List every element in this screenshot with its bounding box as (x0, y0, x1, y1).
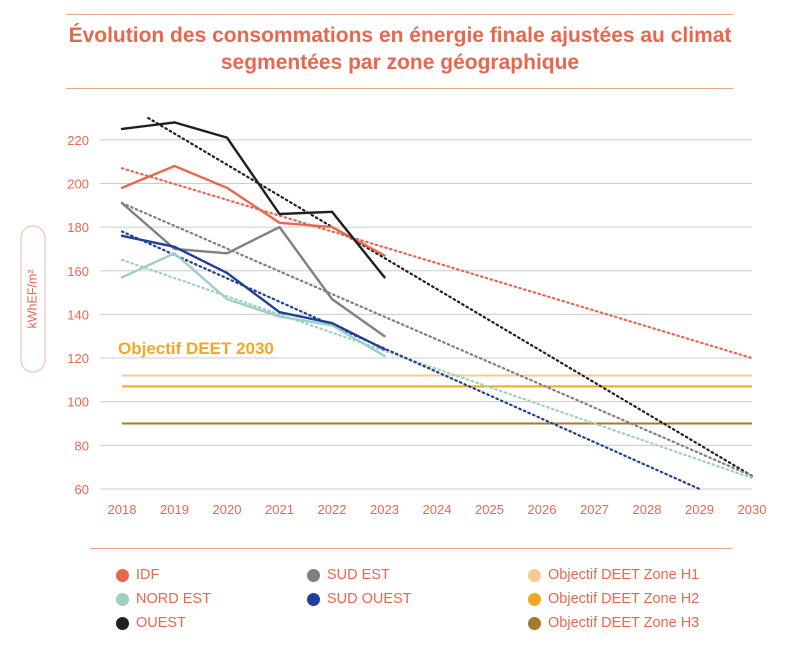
y-tick-label-200: 200 (67, 176, 89, 191)
legend-label-objectif-h3: Objectif DEET Zone H3 (548, 615, 700, 631)
x-tick-label-2023: 2023 (370, 502, 399, 517)
y-tick-label-160: 160 (67, 264, 89, 279)
legend-swatch-ouest (116, 616, 129, 630)
legend-item-ouest[interactable]: OUEST (116, 613, 186, 633)
legend-item-sud-est[interactable]: SUD EST (307, 565, 390, 585)
legend-label-ouest: OUEST (136, 615, 186, 631)
y-axis-label-box: kWhEF/m² (20, 225, 46, 373)
trend-line-idf (120, 167, 754, 360)
y-tick-label-220: 220 (67, 133, 89, 148)
legend-swatch-objectif-h1 (528, 568, 541, 582)
title-rule (66, 88, 733, 89)
y-tick-label-120: 120 (67, 351, 89, 366)
series-line-sud-est (120, 201, 386, 338)
legend: IDF NORD EST OUEST SUD EST SUD OUEST Obj… (114, 563, 754, 643)
x-tick-label-2026: 2026 (528, 502, 557, 517)
series-line-ouest (120, 121, 386, 279)
chart-title-line-2: segmentées par zone géographique (220, 51, 580, 74)
legend-item-objectif-h1[interactable]: Objectif DEET Zone H1 (528, 565, 699, 585)
legend-label-objectif-h1: Objectif DEET Zone H1 (548, 567, 700, 583)
legend-rule (90, 548, 732, 549)
legend-item-objectif-h2[interactable]: Objectif DEET Zone H2 (528, 589, 699, 609)
trend-line-nord-est (120, 258, 754, 480)
x-tick-label-2018: 2018 (108, 502, 137, 517)
legend-label-sud-ouest: SUD OUEST (327, 591, 412, 607)
legend-label-nord-est: NORD EST (136, 591, 211, 607)
y-tick-label-140: 140 (67, 307, 89, 322)
legend-label-sud-est: SUD EST (327, 567, 390, 583)
legend-swatch-idf (116, 568, 129, 582)
x-tick-label-2030: 2030 (738, 502, 767, 517)
y-axis-label: kWhEF/m² (25, 269, 39, 328)
legend-swatch-objectif-h2 (528, 592, 541, 606)
grid-lines (100, 139, 752, 490)
x-axis-ticks: 2018 2019 2020 2021 2022 2023 2024 2025 2026 2027… (108, 502, 767, 517)
series-line-sud-ouest (120, 234, 386, 351)
series-line-nord-est (120, 252, 386, 358)
x-tick-label-2024: 2024 (423, 502, 452, 517)
y-tick-label-80: 80 (75, 438, 89, 453)
y-axis-label-pill (20, 225, 46, 373)
y-tick-label-180: 180 (67, 220, 89, 235)
trend-lines (120, 116, 754, 491)
objectif-annotation: Objectif DEET 2030 (118, 339, 274, 358)
legend-swatch-sud-ouest (307, 592, 320, 606)
trend-line-sud-ouest (120, 230, 701, 491)
y-axis-ticks: 60 80 100 120 140 160 180 200 220 (67, 133, 89, 497)
x-tick-label-2028: 2028 (633, 502, 662, 517)
series-lines (120, 121, 386, 358)
trend-line-sud-est (120, 202, 754, 478)
x-tick-label-2021: 2021 (265, 502, 294, 517)
legend-item-nord-est[interactable]: NORD EST (116, 589, 211, 609)
x-tick-label-2027: 2027 (580, 502, 609, 517)
x-tick-label-2025: 2025 (475, 502, 504, 517)
series-line-idf (120, 164, 386, 257)
y-tick-label-60: 60 (75, 482, 89, 497)
trend-line-ouest (147, 116, 754, 478)
legend-item-objectif-h3[interactable]: Objectif DEET Zone H3 (528, 613, 699, 633)
top-rule (66, 14, 733, 15)
legend-swatch-nord-est (116, 592, 129, 606)
x-tick-label-2019: 2019 (160, 502, 189, 517)
x-tick-label-2029: 2029 (685, 502, 714, 517)
legend-label-objectif-h2: Objectif DEET Zone H2 (548, 591, 700, 607)
chart-title-line-1: Évolution des consommations en énergie f… (68, 24, 732, 47)
chart-title: Évolution des consommations en énergie f… (60, 22, 740, 76)
legend-item-idf[interactable]: IDF (116, 565, 159, 585)
legend-swatch-sud-est (307, 568, 320, 582)
x-tick-label-2022: 2022 (318, 502, 347, 517)
target-lines (122, 374, 752, 425)
y-tick-label-100: 100 (67, 395, 89, 410)
legend-label-idf: IDF (136, 567, 160, 583)
x-tick-label-2020: 2020 (213, 502, 242, 517)
legend-swatch-objectif-h3 (528, 616, 541, 630)
legend-item-sud-ouest[interactable]: SUD OUEST (307, 589, 412, 609)
